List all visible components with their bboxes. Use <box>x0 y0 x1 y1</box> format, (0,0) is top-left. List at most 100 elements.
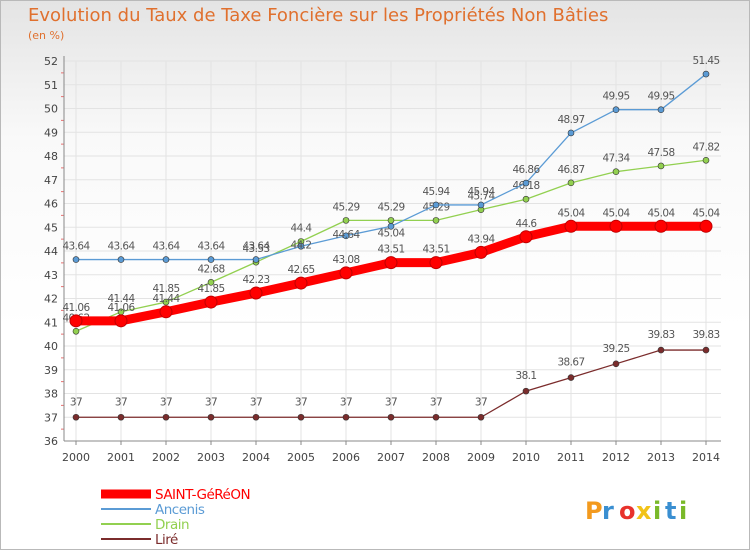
data-label: 39.83 <box>647 329 674 341</box>
data-label: 37 <box>385 396 397 408</box>
data-point <box>477 413 485 421</box>
y-tick-label: 43 <box>44 269 58 282</box>
brand-logo-letter: o <box>619 497 636 525</box>
data-point <box>339 266 353 280</box>
legend-label: Liré <box>155 532 178 548</box>
data-point <box>72 256 80 263</box>
x-tick-label: 2008 <box>422 451 450 464</box>
data-point <box>117 413 125 421</box>
y-tick-label: 50 <box>44 103 58 116</box>
data-label: 49.95 <box>602 91 629 103</box>
data-label: 43.51 <box>377 244 404 256</box>
brand-logo-letter: x <box>636 497 652 525</box>
y-tick-label: 51 <box>44 79 58 92</box>
data-point <box>612 168 620 175</box>
x-tick-label: 2006 <box>332 451 360 464</box>
data-label: 44.64 <box>332 229 360 241</box>
data-label: 45.94 <box>422 186 450 198</box>
data-label: 37 <box>115 396 127 408</box>
data-label: 45.04 <box>602 207 630 219</box>
y-tick-label: 36 <box>44 435 58 448</box>
data-label: 43.51 <box>422 244 449 256</box>
x-tick-label: 2004 <box>242 451 270 464</box>
chart-unit: (en %) <box>28 29 65 42</box>
data-label: 43.64 <box>242 241 270 253</box>
data-point <box>477 201 485 209</box>
data-point <box>159 305 173 319</box>
data-point <box>387 413 395 421</box>
data-label: 37 <box>250 396 262 408</box>
data-point <box>297 413 305 421</box>
x-tick-label: 2000 <box>62 451 90 464</box>
data-point <box>702 70 710 78</box>
data-label: 45.04 <box>692 207 720 219</box>
data-label: 42.23 <box>242 274 269 286</box>
data-label: 42.65 <box>287 264 314 276</box>
data-point <box>69 314 83 328</box>
data-label: 45.74 <box>467 191 495 203</box>
data-label: 41.44 <box>107 293 135 305</box>
data-point <box>657 162 665 170</box>
data-point <box>432 201 440 209</box>
data-point <box>162 256 170 263</box>
data-label: 38.1 <box>516 370 537 382</box>
data-label: 45.29 <box>332 201 359 213</box>
data-label: 43.64 <box>107 241 135 253</box>
data-point <box>429 256 443 270</box>
data-point <box>699 219 713 233</box>
x-tick-label: 2010 <box>512 451 540 464</box>
data-point <box>387 217 395 224</box>
data-point <box>162 298 170 306</box>
chart-title: Evolution du Taux de Taxe Foncière sur l… <box>28 5 609 26</box>
data-label: 39.25 <box>602 343 629 355</box>
data-label: 48.97 <box>557 114 584 126</box>
brand-logo-letter: t <box>665 497 676 525</box>
data-label: 37 <box>295 396 307 408</box>
data-label: 45.04 <box>377 227 405 239</box>
data-point <box>342 217 350 224</box>
y-tick-label: 37 <box>44 411 58 424</box>
data-label: 43.64 <box>197 241 225 253</box>
data-label: 41.44 <box>152 293 180 305</box>
data-label: 38.67 <box>557 357 584 369</box>
y-tick-label: 48 <box>44 150 58 163</box>
data-label: 41.85 <box>152 283 179 295</box>
data-point <box>474 245 488 259</box>
data-label: 41.06 <box>62 302 90 314</box>
data-label: 43.53 <box>242 243 269 255</box>
data-point <box>252 413 260 421</box>
data-point <box>567 179 575 187</box>
data-point <box>72 327 80 335</box>
x-tick-label: 2001 <box>107 451 135 464</box>
brand-logo-letter: r <box>602 497 614 525</box>
data-point <box>162 413 170 421</box>
legend-label: Drain <box>155 517 189 533</box>
y-tick-label: 41 <box>44 316 58 329</box>
data-point <box>384 256 398 270</box>
legend-label: Ancenis <box>155 502 205 518</box>
y-tick-label: 47 <box>44 174 58 187</box>
data-label: 45.04 <box>557 207 585 219</box>
y-tick-label: 39 <box>44 364 58 377</box>
brand-logo-letter: i <box>653 497 661 525</box>
data-point <box>612 360 620 368</box>
x-tick-label: 2011 <box>557 451 585 464</box>
data-label: 49.95 <box>647 91 674 103</box>
data-label: 37 <box>205 396 217 408</box>
data-label: 43.08 <box>332 254 359 266</box>
data-label: 44.4 <box>291 223 313 235</box>
data-point <box>387 223 395 230</box>
data-point <box>564 219 578 233</box>
data-label: 47.58 <box>647 147 674 159</box>
x-tick-label: 2007 <box>377 451 405 464</box>
data-point <box>294 276 308 290</box>
data-point <box>657 106 665 113</box>
y-tick-label: 42 <box>44 293 58 306</box>
data-label: 41.85 <box>197 283 224 295</box>
brand-logo-letter: i <box>679 497 687 525</box>
x-tick-label: 2014 <box>692 451 720 464</box>
data-point <box>342 232 350 240</box>
data-point <box>207 279 215 286</box>
data-point <box>654 219 668 233</box>
